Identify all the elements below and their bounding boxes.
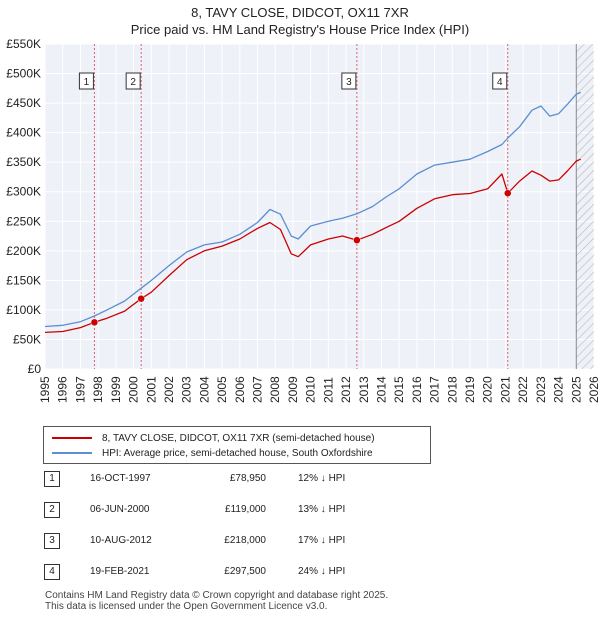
footer-copyright: Contains HM Land Registry data © Crown c… [45,590,389,601]
sale-row: 4 19-FEB-2021 £297,500 24% ↓ HPI [0,563,600,583]
sale-date: 06-JUN-2000 [90,504,150,515]
sale-hpi-diff: 12% ↓ HPI [298,473,346,484]
sale-marker-number: 4 [497,77,503,88]
y-tick-label: £500K [6,67,41,81]
sale-marker-labels: 1 2 3 4 [78,72,508,90]
chart-subtitle: Price paid vs. HM Land Registry's House … [130,22,470,37]
y-tick-label: £250K [6,214,41,228]
x-tick-label: 2013 [357,376,371,403]
sale-points [90,189,512,327]
x-tick-label: 2001 [144,376,158,403]
sale-hpi-diff: 24% ↓ HPI [298,566,346,577]
x-tick-label: 2007 [251,376,265,403]
x-tick-label: 2026 [587,376,600,403]
sale-row: 1 16-OCT-1997 £78,950 12% ↓ HPI [0,470,600,490]
sale-marker-box [341,72,357,90]
sale-number: 4 [44,564,60,580]
y-tick-label: £450K [6,96,41,110]
x-tick-label: 1999 [109,376,123,403]
x-tick-label: 2002 [162,376,176,403]
sale-row: 2 06-JUN-2000 £119,000 13% ↓ HPI [0,501,600,521]
x-tick-label: 2014 [374,376,388,403]
x-tick-label: 2015 [392,376,406,403]
x-tick-label: 2003 [180,376,194,403]
sale-hpi-diff: 13% ↓ HPI [298,504,346,515]
x-tick-label: 2024 [552,376,566,403]
sale-hpi-diff: 17% ↓ HPI [298,535,346,546]
y-tick-label: £300K [6,185,41,199]
sale-price: £218,000 [224,535,266,546]
x-tick-label: 2022 [516,376,530,403]
y-tick-label: £150K [6,273,41,287]
x-tick-label: 1995 [38,376,52,403]
x-tick-label: 2016 [410,376,424,403]
sale-marker-number: 1 [84,77,90,88]
sale-number: 3 [44,533,60,549]
x-tick-label: 1996 [56,376,70,403]
legend-swatch-hpi [52,452,92,454]
future-hatch [576,44,594,369]
sale-marker-box [78,72,94,90]
x-tick-label: 2018 [445,376,459,403]
plot-area [45,44,594,369]
x-tick-label: 2006 [233,376,247,403]
x-tick-label: 2005 [215,376,229,403]
footer: Contains HM Land Registry data © Crown c… [45,590,388,612]
x-tick-label: 1997 [73,376,87,403]
x-tick-label: 2020 [481,376,495,403]
x-tick-label: 2010 [304,376,318,403]
sale-point [504,189,512,197]
price-chart: 1 2 3 4 £0 £50K £100K £150K £200K £250K £300K £350… [6,37,600,403]
legend-label-property: 8, TAVY CLOSE, DIDCOT, OX11 7XR (semi-de… [102,432,375,444]
sale-point [137,294,145,303]
legend-swatch-property [52,437,92,439]
x-tick-label: 2000 [127,376,141,403]
sale-price: £297,500 [224,566,266,577]
series-property-line [44,158,581,334]
x-tick-label: 2009 [286,376,300,403]
legend-item-property: 8, TAVY CLOSE, DIDCOT, OX11 7XR (semi-de… [52,431,375,445]
sale-marker-number: 3 [346,77,352,88]
legend: 8, TAVY CLOSE, DIDCOT, OX11 7XR (semi-de… [43,426,431,464]
sale-point [90,318,99,327]
x-tick-label: 2017 [428,376,442,403]
y-tick-label: £350K [6,155,41,169]
chart-title: 8, TAVY CLOSE, DIDCOT, OX11 7XR [191,5,409,20]
legend-item-hpi: HPI: Average price, semi-detached house,… [52,446,373,460]
x-tick-label: 2011 [321,377,335,403]
y-tick-label: £400K [6,126,41,140]
legend-label-hpi: HPI: Average price, semi-detached house,… [102,447,373,459]
x-tick-label: 2012 [339,376,353,403]
y-tick-label: £550K [6,37,41,51]
sale-row: 3 10-AUG-2012 £218,000 17% ↓ HPI [0,532,600,552]
sale-point [353,236,361,244]
x-tick-label: 2004 [197,376,211,403]
x-tick-label: 2019 [463,376,477,403]
sale-marker-box [125,72,141,90]
sale-date: 16-OCT-1997 [90,473,151,484]
y-axis-ticks: £0 £50K £100K £150K £200K £250K £300K £350K £400… [6,37,41,376]
x-axis-ticks: 1995 1996 1997 1998 1999 2000 2001 2002 2003 2004… [38,376,600,403]
sale-price: £119,000 [225,504,266,515]
y-tick-label: £200K [6,244,41,258]
y-tick-label: £50K [13,332,41,346]
y-tick-label: £100K [6,303,41,317]
series-hpi-line [44,91,581,328]
sale-price: £78,950 [229,473,266,484]
sale-marker-number: 2 [130,77,136,88]
x-tick-label: 2025 [569,376,583,403]
sale-number: 2 [44,502,60,518]
y-tick-label: £0 [28,362,42,376]
sale-date: 19-FEB-2021 [90,566,150,577]
future-shading [575,44,594,369]
footer-license: This data is licensed under the Open Gov… [45,601,328,612]
sale-number: 1 [44,471,60,487]
x-tick-label: 2008 [268,376,282,403]
x-tick-label: 2023 [534,376,548,403]
sale-marker-box [492,72,508,90]
x-tick-label: 2021 [498,376,512,403]
series-lines [44,91,581,334]
x-tick-label: 1998 [91,376,105,403]
sale-date: 10-AUG-2012 [90,535,152,546]
